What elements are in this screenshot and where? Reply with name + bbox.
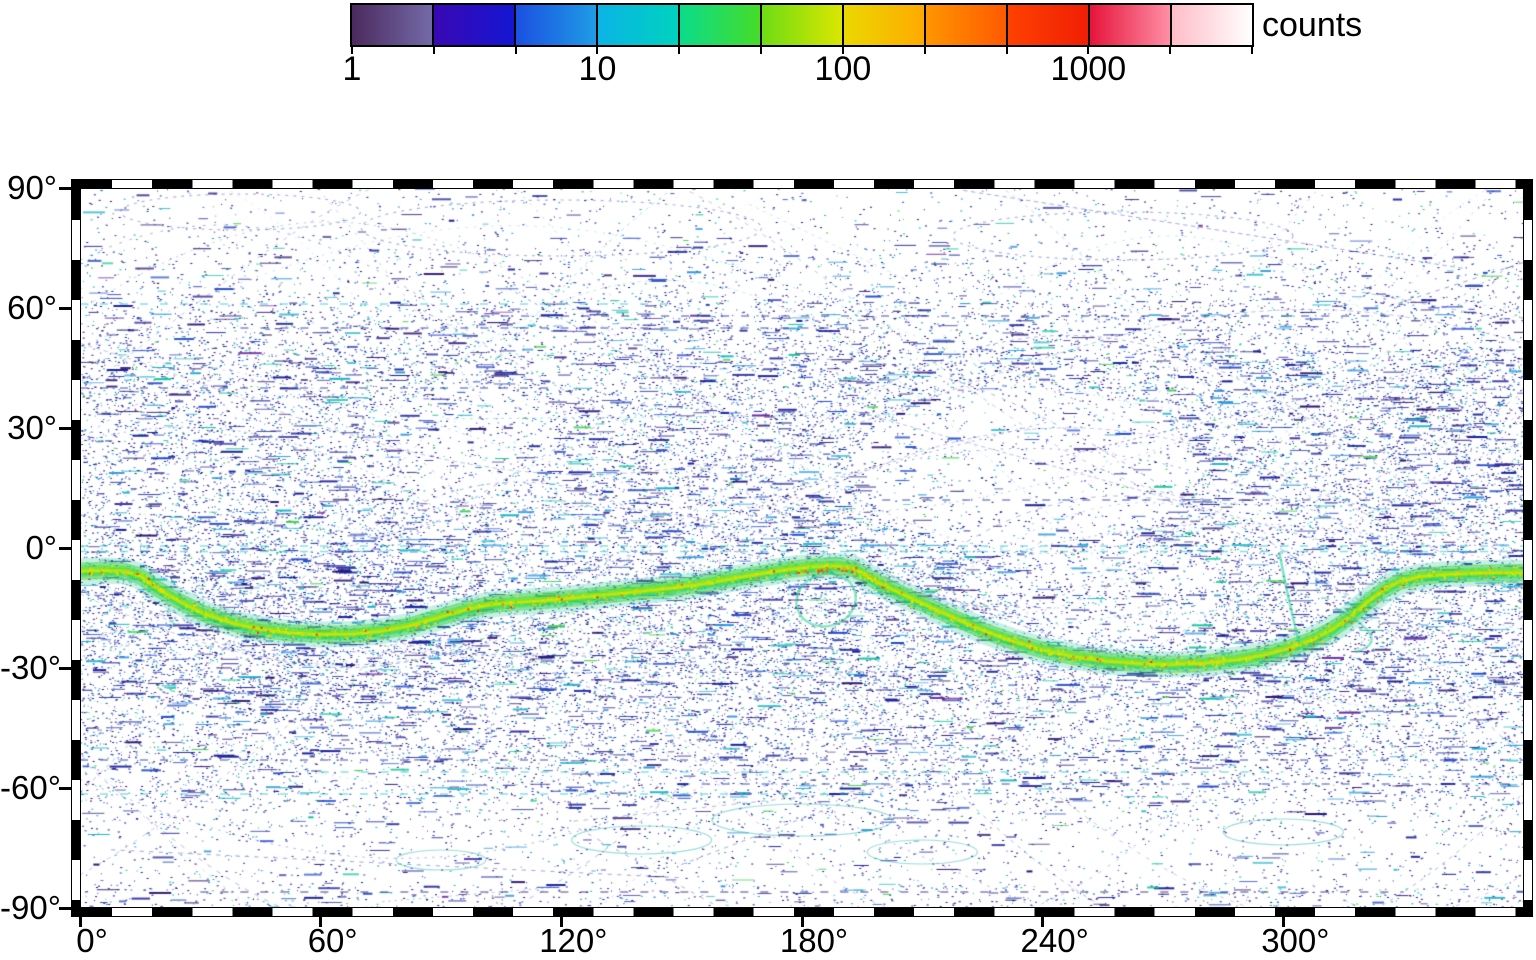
colorbar-tick-label: 1000: [1050, 50, 1127, 88]
colorbar-tick-mark: [1169, 45, 1172, 54]
colorbar-tick-mark: [432, 45, 435, 54]
y-tick-label: 60°: [7, 288, 57, 326]
x-tick-mark: [1281, 916, 1285, 927]
x-tick-mark: [78, 916, 82, 927]
x-tick-mark: [319, 916, 323, 927]
x-tick-label: 0°: [76, 922, 108, 959]
x-tick-mark: [800, 916, 804, 927]
y-tick-mark: [59, 546, 72, 550]
colorbar-tick-mark: [514, 45, 517, 54]
y-tick-mark: [59, 426, 72, 430]
colorbar-gradient: [350, 3, 1254, 47]
colorbar-tick-mark: [760, 45, 763, 54]
colorbar-tick-mark: [596, 45, 599, 54]
y-tick-mark: [59, 786, 72, 790]
y-tick-mark: [59, 186, 72, 190]
colorbar-segment: [352, 5, 434, 45]
colorbar-segment: [1090, 5, 1172, 45]
x-tick-mark: [559, 916, 563, 927]
colorbar-tick-mark: [678, 45, 681, 54]
colorbar-segment: [762, 5, 844, 45]
colorbar-segment: [1172, 5, 1252, 45]
count-map-canvas: [80, 188, 1524, 908]
y-tick-label: 0°: [25, 528, 57, 566]
colorbar-tick-mark: [1005, 45, 1008, 54]
x-tick-label: 180°: [779, 922, 849, 959]
plot-border-left: [71, 179, 81, 917]
colorbar-label: counts: [1262, 6, 1363, 44]
plot-border-top: [71, 179, 1533, 189]
y-tick-label: -90°: [0, 888, 61, 926]
colorbar-tick-label: 100: [814, 50, 872, 88]
colorbar-tick-mark: [351, 45, 353, 54]
colorbar-tick-mark: [1087, 45, 1090, 54]
colorbar-tick-mark: [841, 45, 844, 54]
x-tick-label: 60°: [307, 922, 358, 959]
colorbar-segment: [516, 5, 598, 45]
colorbar-tick-mark: [923, 45, 926, 54]
y-tick-label: -60°: [0, 768, 61, 806]
colorbar-segment: [1008, 5, 1090, 45]
x-tick-mark: [1041, 916, 1045, 927]
y-tick-mark: [59, 306, 72, 310]
x-tick-label: 240°: [1020, 922, 1089, 959]
y-tick-label: 30°: [7, 408, 57, 446]
colorbar-tick-label: 10: [578, 50, 617, 88]
colorbar-segment: [926, 5, 1008, 45]
colorbar-segment: [598, 5, 680, 45]
colorbar-segment: [680, 5, 762, 45]
y-tick-mark: [59, 666, 72, 670]
y-tick-label: -30°: [0, 648, 61, 686]
y-tick-label: 90°: [7, 168, 57, 206]
x-tick-label: 300°: [1261, 922, 1330, 959]
plot-border-bottom: [71, 907, 1533, 917]
y-tick-mark: [59, 906, 72, 910]
x-tick-label: 120°: [539, 922, 608, 959]
colorbar-segment: [844, 5, 926, 45]
plot-border-right: [1523, 179, 1533, 917]
colorbar-tick-label: 1: [342, 50, 362, 88]
colorbar-segment: [434, 5, 516, 45]
colorbar-tick-mark: [1251, 45, 1253, 54]
